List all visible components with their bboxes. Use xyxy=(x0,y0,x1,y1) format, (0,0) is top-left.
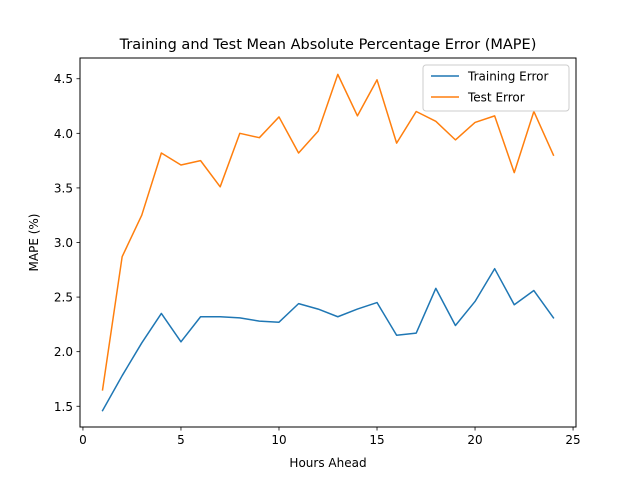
legend-box xyxy=(422,64,570,112)
legend-label: Test Error xyxy=(467,91,525,105)
y-tick-label: 3.5 xyxy=(54,181,73,195)
series-line-test-error xyxy=(101,73,555,391)
y-tick-label: 1.5 xyxy=(54,400,73,414)
legend-label: Training Error xyxy=(467,70,548,84)
y-tick-label: 4.0 xyxy=(54,127,73,141)
x-tick-label: 5 xyxy=(177,433,185,447)
x-tick-label: 15 xyxy=(369,433,384,447)
x-tick-label: 20 xyxy=(467,433,482,447)
plot-frame xyxy=(79,57,577,428)
y-tick-label: 2.5 xyxy=(54,291,73,305)
y-tick-label: 4.5 xyxy=(54,72,73,86)
x-axis: 0 5 10 15 20 25 xyxy=(79,427,581,447)
series-line-training-error xyxy=(101,267,555,412)
y-axis-label: MAPE (%) xyxy=(27,214,41,272)
x-tick-label: 10 xyxy=(271,433,286,447)
y-tick-label: 2.0 xyxy=(54,345,73,359)
x-tick-label: 25 xyxy=(565,433,580,447)
x-tick-label: 0 xyxy=(79,433,87,447)
y-tick-label: 3.0 xyxy=(54,236,73,250)
plot-lines xyxy=(101,73,555,412)
legend: Training Error Test Error xyxy=(422,64,570,112)
y-axis: 1.5 2.0 2.5 3.0 3.5 4.0 4.5 xyxy=(54,72,80,414)
x-axis-label: Hours Ahead xyxy=(289,456,366,470)
chart-title: Training and Test Mean Absolute Percenta… xyxy=(119,37,537,53)
